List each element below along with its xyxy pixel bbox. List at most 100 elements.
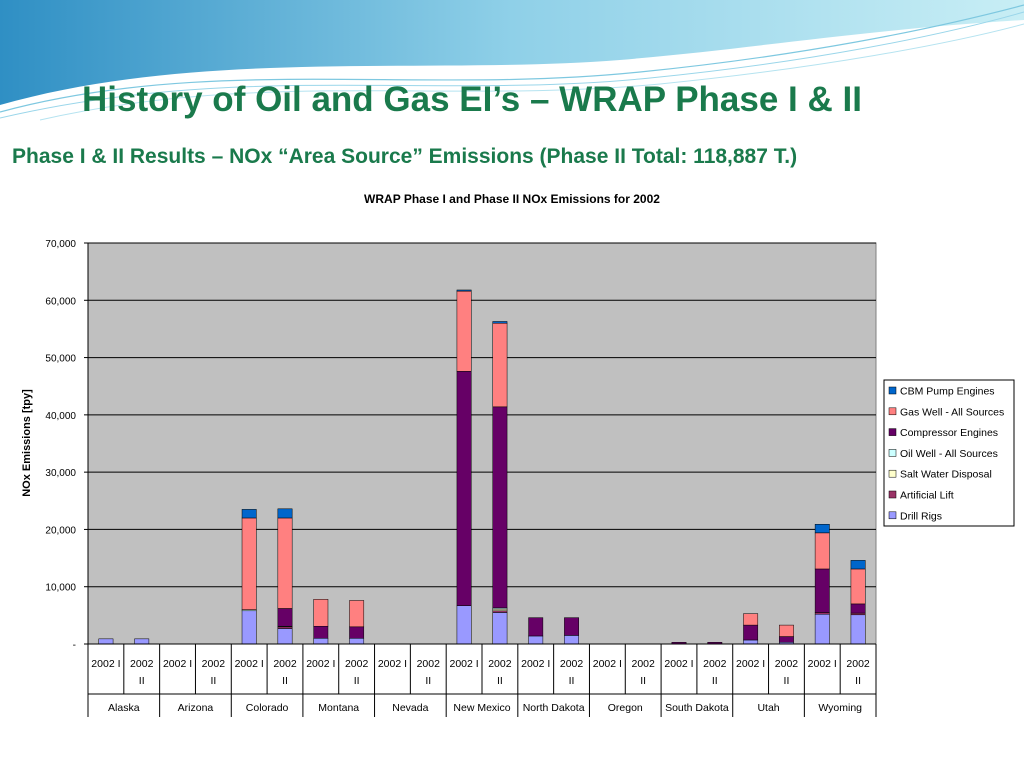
bar-segment-alaska-2-drill-rigs	[134, 638, 150, 645]
y-tick-label: 60,000	[45, 296, 76, 307]
bar-segment-wyoming-1-gas-well-all-sources	[814, 532, 830, 570]
legend-swatch-artificial-lift	[888, 490, 897, 499]
legend-label-artificial-lift: Artificial Lift	[900, 490, 954, 502]
bar-segment-colorado-2-gas-well-all-sources	[277, 517, 293, 609]
bar-segment-new-mexico-1-gas-well-all-sources	[456, 290, 472, 372]
group-label-wyoming: Wyoming	[818, 702, 862, 714]
x-tick-label: 2002 I	[593, 658, 622, 670]
group-label-oregon: Oregon	[608, 702, 643, 714]
y-tick-label: 40,000	[45, 411, 76, 422]
bar-segment-wyoming-2-drill-rigs	[850, 614, 866, 645]
x-tick-label: 2002 II	[846, 658, 870, 687]
bar-segment-montana-1-gas-well-all-sources	[313, 599, 329, 627]
x-tick-label: 2002 II	[775, 658, 799, 687]
legend-swatch-cbm-pump-engines	[888, 386, 897, 395]
bar-segment-north-dakota-2-drill-rigs	[564, 635, 579, 645]
bar-segment-new-mexico-2-drill-rigs	[492, 612, 508, 645]
legend-label-drill-rigs: Drill Rigs	[900, 510, 942, 522]
bar-segment-utah-1-gas-well-all-sources	[743, 613, 759, 626]
bar-segment-alaska-1-drill-rigs	[98, 638, 114, 645]
bar-segment-wyoming-1-compressor-engines	[814, 568, 830, 613]
group-label-utah: Utah	[757, 702, 779, 714]
group-label-north-dakota: North Dakota	[523, 702, 585, 714]
bar-segment-montana-1-drill-rigs	[313, 638, 329, 645]
bar-segment-utah-1-compressor-engines	[743, 624, 759, 641]
bar-segment-wyoming-2-compressor-engines	[850, 603, 866, 614]
bar-segment-utah-2-compressor-engines	[779, 636, 794, 643]
bar-segment-new-mexico-2-cbm-pump-engines	[492, 321, 508, 324]
x-tick-label: 2002 II	[703, 658, 727, 687]
x-tick-label: 2002 II	[632, 658, 656, 687]
group-label-alaska: Alaska	[108, 702, 140, 714]
bar-segment-new-mexico-2-compressor-engines	[492, 406, 508, 609]
bar-segment-wyoming-1-drill-rigs	[814, 613, 830, 645]
group-label-montana: Montana	[318, 702, 359, 714]
bar-segment-montana-1-compressor-engines	[313, 625, 329, 639]
bar-segment-utah-2-gas-well-all-sources	[779, 624, 794, 637]
x-tick-label: 2002 I	[306, 658, 335, 670]
legend-label-cbm-pump-engines: CBM Pump Engines	[900, 386, 995, 398]
legend-swatch-oil-well-all-sources	[888, 449, 897, 457]
x-tick-label: 2002 I	[235, 658, 264, 670]
bar-segment-wyoming-1-artificial-lift	[814, 612, 830, 615]
x-tick-label: 2002 II	[417, 658, 441, 687]
y-tick-label: 30,000	[45, 468, 76, 479]
slide-subtitle: Phase I & II Results – NOx “Area Source”…	[12, 145, 798, 168]
bar-segment-wyoming-1-cbm-pump-engines	[814, 524, 830, 534]
bar-segment-colorado-1-gas-well-all-sources	[241, 517, 257, 610]
bar-segment-utah-1-drill-rigs	[743, 639, 759, 645]
header-wave-decoration	[0, 0, 1024, 121]
bar-segment-north-dakota-2-compressor-engines	[564, 617, 579, 636]
legend-swatch-gas-well-all-sources	[888, 407, 897, 416]
bar-segment-new-mexico-2-artificial-lift	[492, 610, 508, 613]
bar-segment-north-dakota-1-drill-rigs	[528, 635, 544, 645]
bar-segment-wyoming-2-cbm-pump-engines	[850, 560, 866, 570]
bar-segment-new-mexico-2-gas-well-all-sources	[492, 322, 508, 408]
legend-swatch-drill-rigs	[888, 511, 897, 520]
x-tick-label: 2002 II	[130, 658, 154, 687]
x-tick-label: 2002 II	[560, 658, 584, 687]
bar-segment-new-mexico-1-cbm-pump-engines	[456, 289, 472, 292]
group-label-colorado: Colorado	[246, 702, 289, 714]
x-tick-label: 2002 I	[163, 658, 192, 670]
bar-segment-new-mexico-2-salt-water-disposal	[492, 608, 508, 612]
chart-legend: CBM Pump Engines Gas Well - All Sources Co…	[883, 379, 1015, 527]
legend-label-gas-well-all-sources: Gas Well - All Sources	[900, 406, 1004, 418]
x-tick-label: 2002 II	[202, 658, 226, 687]
bar-segment-colorado-2-drill-rigs	[277, 628, 293, 645]
y-tick-label: 20,000	[45, 525, 76, 536]
bar-segment-colorado-2-compressor-engines	[277, 608, 293, 627]
bar-segment-colorado-1-drill-rigs	[241, 610, 257, 645]
x-tick-label: 2002 I	[449, 658, 478, 670]
x-tick-label: 2002 I	[521, 658, 550, 670]
group-label-nevada: Nevada	[392, 702, 428, 714]
legend-label-compressor-engines: Compressor Engines	[900, 427, 998, 439]
bar-segment-montana-2-drill-rigs	[349, 638, 365, 645]
y-tick-label: -	[73, 640, 76, 651]
legend-label-oil-well-all-sources: Oil Well - All Sources	[900, 448, 998, 460]
legend-label-salt-water-disposal: Salt Water Disposal	[900, 469, 992, 481]
y-tick-label: 50,000	[45, 354, 76, 365]
legend-swatch-compressor-engines	[888, 428, 897, 436]
bar-segment-colorado-2-artificial-lift	[277, 626, 293, 629]
legend-box	[883, 379, 1015, 527]
bar-segment-montana-2-gas-well-all-sources	[349, 600, 365, 628]
x-tick-label: 2002 I	[808, 658, 837, 670]
bar-segment-north-dakota-1-compressor-engines	[528, 617, 544, 637]
x-tick-label: 2002 I	[378, 658, 407, 670]
x-tick-label: 2002 II	[488, 658, 512, 687]
bar-segment-montana-2-compressor-engines	[349, 626, 365, 639]
x-tick-label: 2002 II	[345, 658, 369, 687]
slide-title: History of Oil and Gas EI’s – WRAP Phase…	[82, 80, 862, 119]
bar-segment-wyoming-2-artificial-lift	[850, 612, 866, 616]
group-label-arizona: Arizona	[178, 702, 214, 714]
bar-segment-new-mexico-1-drill-rigs	[456, 605, 472, 645]
bar-segment-colorado-2-cbm-pump-engines	[277, 508, 293, 519]
y-axis-label: NOx Emissions [tpy]	[21, 389, 33, 497]
y-tick-label: 70,000	[45, 239, 76, 250]
legend-swatch-salt-water-disposal	[888, 469, 897, 478]
y-tick-label: 10,000	[45, 583, 76, 594]
group-label-south-dakota: South Dakota	[665, 702, 729, 714]
plot-area	[87, 242, 877, 645]
